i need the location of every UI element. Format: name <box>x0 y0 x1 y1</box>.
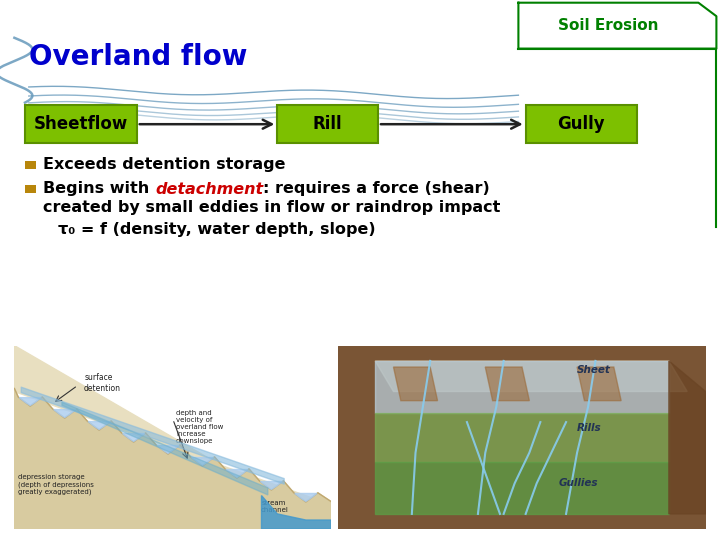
Polygon shape <box>485 367 529 401</box>
Text: Rills: Rills <box>577 423 602 433</box>
Polygon shape <box>122 434 145 442</box>
Polygon shape <box>226 469 248 477</box>
Polygon shape <box>14 388 331 529</box>
Polygon shape <box>88 422 110 429</box>
Polygon shape <box>192 457 214 465</box>
Polygon shape <box>19 397 41 406</box>
Text: stream
channel: stream channel <box>260 500 288 513</box>
Text: Sheet: Sheet <box>577 365 611 375</box>
Polygon shape <box>394 367 438 401</box>
Text: Sheetflow: Sheetflow <box>34 115 128 133</box>
Polygon shape <box>261 496 331 529</box>
Polygon shape <box>53 410 76 417</box>
Polygon shape <box>577 367 621 401</box>
Polygon shape <box>669 361 706 514</box>
FancyBboxPatch shape <box>526 105 637 143</box>
Polygon shape <box>62 402 268 495</box>
Polygon shape <box>375 361 687 392</box>
Text: τ₀ = f (density, water depth, slope): τ₀ = f (density, water depth, slope) <box>58 222 375 237</box>
Text: Gullies: Gullies <box>559 478 598 488</box>
Polygon shape <box>375 413 669 462</box>
Text: Soil Erosion: Soil Erosion <box>558 18 659 33</box>
Text: Rill: Rill <box>312 115 343 133</box>
FancyBboxPatch shape <box>25 160 36 168</box>
Text: depression storage
(depth of depressions
greatly exaggerated): depression storage (depth of depressions… <box>17 474 94 495</box>
Polygon shape <box>14 346 331 529</box>
Polygon shape <box>375 361 669 413</box>
Text: created by small eddies in flow or raindrop impact: created by small eddies in flow or raind… <box>43 200 500 215</box>
Text: surface
detention: surface detention <box>84 373 121 393</box>
Text: Begins with: Begins with <box>43 181 155 197</box>
FancyBboxPatch shape <box>25 185 36 193</box>
Text: : requires a force (shear): : requires a force (shear) <box>264 181 490 197</box>
Text: Exceeds detention storage: Exceeds detention storage <box>43 157 286 172</box>
Polygon shape <box>157 446 179 454</box>
Text: Overland flow: Overland flow <box>29 43 247 71</box>
Polygon shape <box>375 462 669 514</box>
FancyBboxPatch shape <box>277 105 378 143</box>
Polygon shape <box>261 482 282 489</box>
Text: depth and
velocity of
overland flow
increase
downslope: depth and velocity of overland flow incr… <box>176 410 223 444</box>
Polygon shape <box>338 346 706 529</box>
Polygon shape <box>294 494 317 502</box>
Text: Gully: Gully <box>557 115 606 133</box>
FancyBboxPatch shape <box>25 105 137 143</box>
Text: detachment: detachment <box>155 181 264 197</box>
